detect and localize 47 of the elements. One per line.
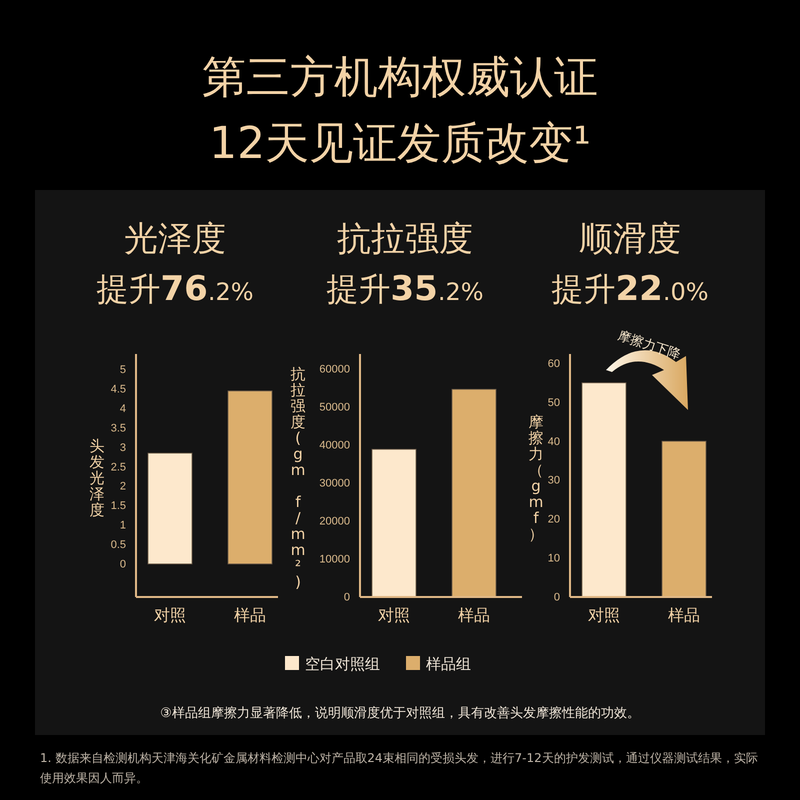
y-tick-label: 30000: [319, 478, 350, 490]
y-tick-label: 0: [554, 592, 560, 604]
y-tick-label: 20000: [319, 516, 350, 528]
text: 抗拉强度(gm f/mm²): [290, 365, 306, 591]
x-tick-label: 对照: [378, 606, 410, 624]
y-tick-label: 1: [120, 520, 126, 532]
y-tick-label: 3: [120, 442, 126, 454]
y-tick-label: 0: [120, 558, 126, 570]
y-tick-label: 20: [548, 514, 560, 526]
legend-label: 空白对照组: [305, 655, 380, 673]
y-tick-label: 30: [548, 474, 560, 487]
legend-label: 样品组: [426, 655, 471, 673]
x-tick-label: 对照: [154, 606, 186, 624]
y-tick-label: 60000: [319, 364, 350, 376]
y-tick-label: 1.5: [110, 500, 126, 512]
annotation: 摩擦力下降: [616, 328, 682, 363]
x-tick-label: 样品: [668, 606, 700, 624]
x-tick-label: 样品: [458, 606, 490, 624]
text: 12天见证发质改变¹: [209, 118, 591, 169]
x-tick-label: 对照: [588, 606, 620, 624]
chart-title: 光泽度: [124, 219, 226, 259]
y-tick-label: 10: [548, 552, 560, 565]
text: 1. 数据来自检测机构天津海关化矿金属材料检测中心对产品取24束相同的受损头发，进行7-12天的护发测试，通过仪器测试结果，实际使用效果因人而异。: [40, 750, 759, 787]
y-tick-label: 40: [548, 436, 560, 448]
chart-subtitle: 提升76.2%: [96, 269, 254, 309]
y-tick-label: 50: [548, 396, 560, 409]
y-tick-label: 4: [120, 402, 126, 415]
chart-title: 顺滑度: [579, 219, 681, 259]
y-tick-label: 40000: [319, 440, 350, 452]
y-tick-label: 3.5: [110, 422, 126, 434]
chart-subtitle: 提升35.2%: [326, 269, 484, 309]
x-tick-label: 样品: [234, 606, 266, 624]
y-axis-title: 头发光泽度: [90, 437, 104, 519]
y-tick-label: 4.5: [110, 384, 126, 396]
text: 第三方机构权威认证: [202, 52, 598, 103]
y-tick-label: 0.5: [110, 539, 126, 552]
y-tick-label: 60: [548, 358, 560, 370]
y-axis-title: 摩擦力（gmf）: [528, 413, 544, 543]
y-tick-label: 10000: [319, 554, 350, 566]
y-tick-label: 0: [344, 592, 350, 604]
y-tick-label: 50000: [319, 402, 350, 414]
chart-subtitle: 提升22.0%: [551, 269, 709, 309]
chart-title: 抗拉强度: [337, 219, 473, 259]
y-tick-label: 2.5: [110, 461, 126, 474]
y-tick-label: 5: [120, 364, 126, 376]
text: ③样品组摩擦力显著降低，说明顺滑度优于对照组，具有改善头发摩擦性能的功效。: [160, 705, 640, 721]
y-tick-label: 2: [120, 480, 126, 493]
